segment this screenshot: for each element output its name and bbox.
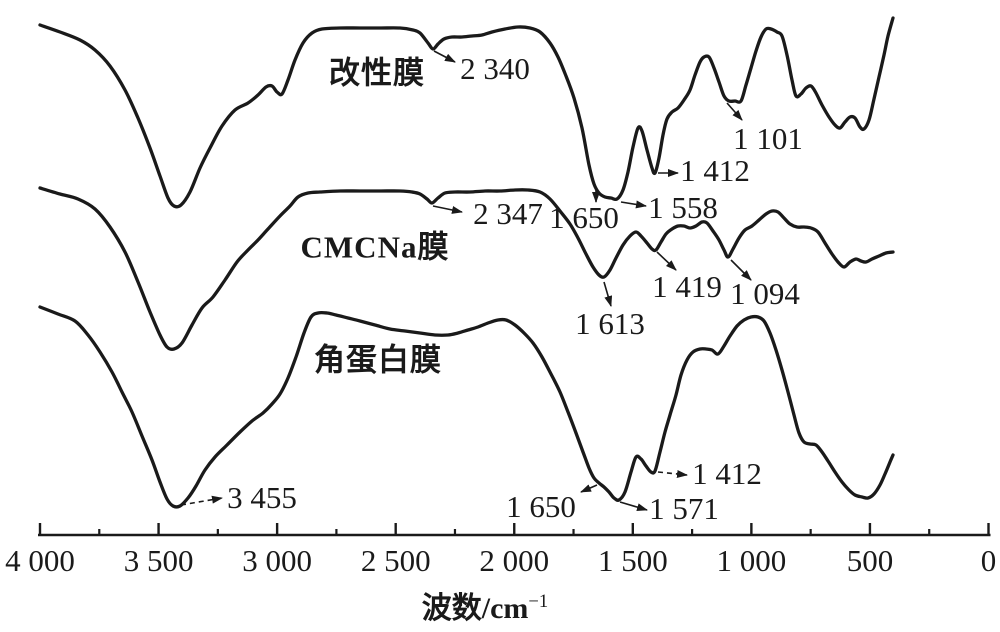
spectrum-curve-cmcna [38,186,895,351]
peak-arrow-2347 [432,205,463,214]
peak-arrow-1571 [619,501,648,511]
peak-arrow-1650 [580,484,598,493]
spectrum-curve-keratin [38,305,895,509]
peak-arrow-1101 [726,102,743,121]
peak-arrow-1613 [603,281,613,307]
peak-arrow-1558 [620,200,647,209]
spectrum-curve-modified [38,16,895,209]
peak-arrow-3455 [180,495,223,506]
peak-arrow-1412 [657,469,688,478]
peak-arrow-2340 [433,50,456,63]
peak-arrow-1419 [656,251,677,271]
peak-arrow-1094 [730,259,752,281]
